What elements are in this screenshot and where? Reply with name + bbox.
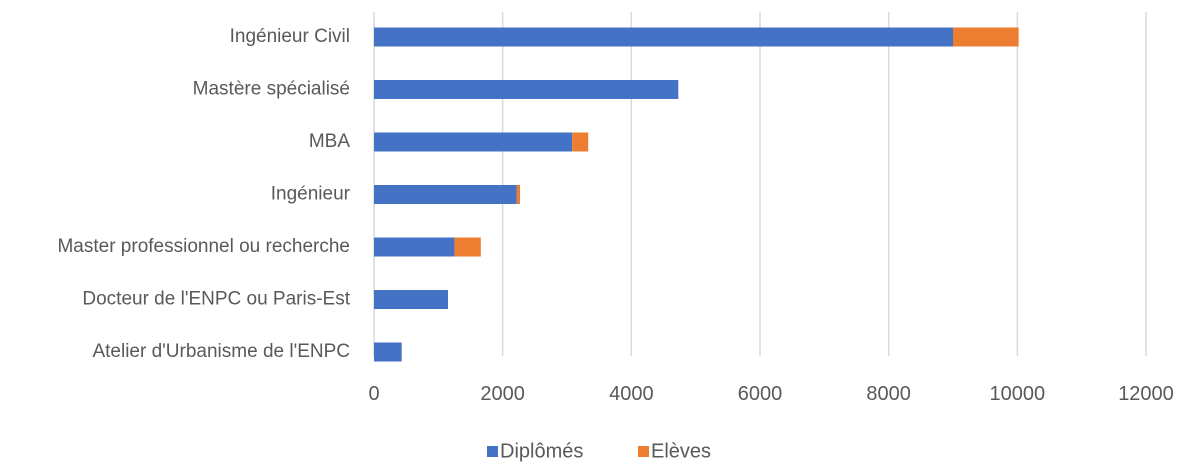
bar-eleves — [454, 237, 481, 257]
category-label: Atelier d'Urbanisme de l'ENPC — [92, 341, 350, 362]
legend-label-eleves: Elèves — [651, 440, 711, 462]
gridlines — [373, 12, 1147, 356]
category-labels: Ingénieur Civil Mastère spécialisé MBA Ingé… — [57, 26, 350, 362]
bar-diplomes — [374, 290, 448, 309]
legend-swatch-eleves — [638, 446, 649, 457]
bar-eleves — [516, 185, 521, 204]
legend-label-diplomes: Diplômés — [500, 440, 583, 462]
x-tick-label: 12000 — [1118, 383, 1174, 405]
bar-diplomes — [374, 80, 679, 99]
x-tick-label: 4000 — [609, 383, 654, 405]
category-label: Ingénieur Civil — [230, 26, 350, 47]
category-label: Master professionnel ou recherche — [57, 236, 350, 257]
x-tick-label: 8000 — [866, 383, 911, 405]
bar-diplomes — [374, 132, 573, 152]
x-tick-label: 6000 — [738, 383, 783, 405]
category-label: Docteur de l'ENPC ou Paris-Est — [82, 289, 350, 310]
x-tick-label: 0 — [368, 383, 379, 405]
bars — [374, 27, 1019, 362]
bar-diplomes — [374, 27, 953, 47]
bar-diplomes — [374, 342, 402, 362]
bar-eleves — [572, 132, 589, 152]
bar-eleves — [953, 27, 1019, 47]
bar-diplomes — [374, 185, 517, 204]
bar-diplomes — [374, 237, 455, 257]
category-label: MBA — [309, 131, 351, 152]
category-label: Mastère spécialisé — [193, 79, 350, 100]
legend: Diplômés Elèves — [487, 440, 711, 462]
category-label: Ingénieur — [271, 184, 351, 205]
x-axis-tick-labels: 0 2000 4000 6000 8000 10000 12000 — [368, 383, 1173, 405]
legend-swatch-diplomes — [487, 446, 498, 457]
x-tick-label: 10000 — [990, 383, 1046, 405]
x-tick-label: 2000 — [480, 383, 525, 405]
